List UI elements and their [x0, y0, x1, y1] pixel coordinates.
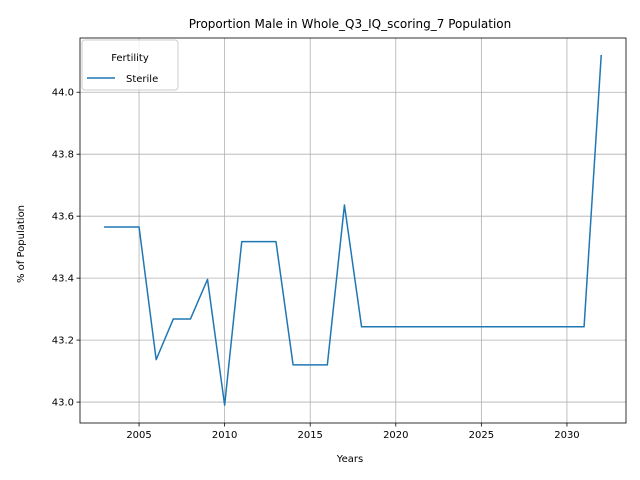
y-tick-label: 43.6 — [52, 212, 74, 223]
y-axis-label: % of Population — [16, 205, 27, 283]
y-tick-label: 43.0 — [52, 398, 74, 409]
y-tick-label: 43.2 — [52, 336, 74, 347]
series-layer — [104, 54, 602, 406]
y-tick-label: 43.4 — [52, 274, 74, 285]
x-axis: 2005 2010 2015 2020 2025 2030 — [126, 423, 580, 441]
y-tick-label: 43.8 — [52, 150, 74, 161]
chart-title: Proportion Male in Whole_Q3_IQ_scoring_7… — [189, 17, 512, 31]
x-tick-label: 2020 — [383, 430, 408, 441]
x-tick-label: 2010 — [212, 430, 237, 441]
series-line-sterile — [104, 54, 602, 406]
x-axis-label: Years — [336, 454, 363, 465]
legend-label-sterile: Sterile — [126, 74, 158, 85]
legend: Fertility Sterile — [81, 39, 179, 91]
y-tick-label: 44.0 — [52, 88, 74, 99]
x-tick-label: 2025 — [469, 430, 494, 441]
grid — [80, 38, 626, 423]
y-axis: 43.0 43.2 43.4 43.6 43.8 44.0 — [52, 88, 80, 409]
x-tick-label: 2030 — [554, 430, 579, 441]
plot-area — [79, 37, 627, 424]
legend-title: Fertility — [111, 53, 149, 64]
x-tick-label: 2005 — [126, 430, 151, 441]
x-tick-label: 2015 — [297, 430, 322, 441]
